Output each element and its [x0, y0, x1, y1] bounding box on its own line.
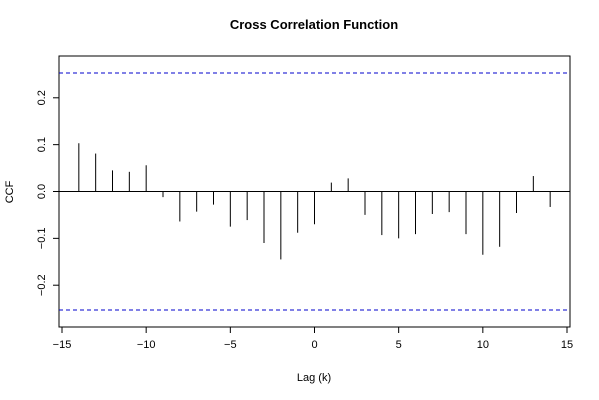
y-tick-label: 0.1	[36, 137, 48, 152]
y-tick-label: 0.2	[36, 90, 48, 105]
ccf-stems	[78, 143, 551, 260]
y-axis: −0.2 −0.1 0.0 0.1 0.2	[36, 90, 60, 296]
x-tick-label: 10	[477, 339, 489, 351]
x-tick-label: 0	[311, 339, 317, 351]
x-axis: −15 −10 −5 0 5 10 15	[53, 326, 573, 351]
y-tick-label: −0.2	[36, 274, 48, 296]
x-tick-label: 15	[561, 339, 573, 351]
x-tick-label: −15	[53, 339, 72, 351]
chart-title: Cross Correlation Function	[230, 17, 398, 32]
y-axis-label: CCF	[4, 180, 16, 203]
x-axis-label: Lag (k)	[297, 372, 331, 384]
y-tick-label: −0.1	[36, 227, 48, 249]
y-tick-label: 0.0	[36, 184, 48, 199]
x-tick-label: −5	[224, 339, 237, 351]
x-tick-label: 5	[396, 339, 402, 351]
confidence-bounds	[59, 72, 570, 311]
x-tick-label: −10	[137, 339, 156, 351]
